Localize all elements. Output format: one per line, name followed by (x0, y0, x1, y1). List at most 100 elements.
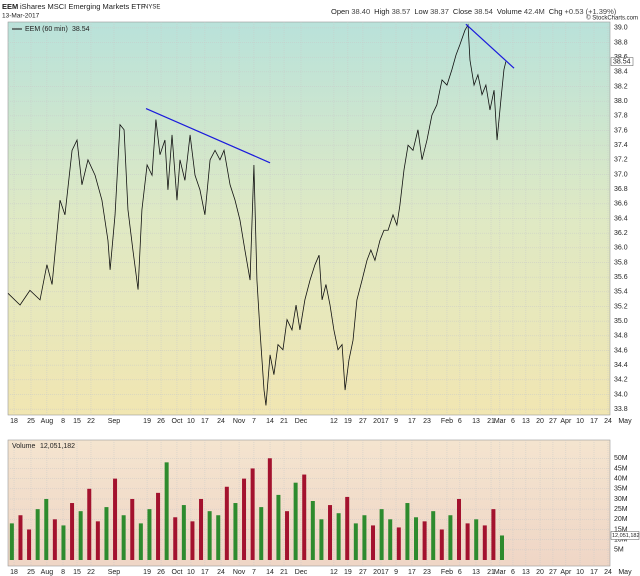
x-tick-label: Aug (41, 418, 54, 425)
current-volume: 12,051,182 (612, 533, 640, 539)
quote-value: +0.53 (+1.39%) (565, 7, 617, 16)
price-line (7, 23, 507, 406)
y-tick-label: 37.8 (614, 113, 628, 120)
volume-bar (422, 521, 427, 560)
x-tick-label: Mar (494, 418, 507, 425)
x-tick-label: 21 (280, 569, 288, 576)
y-tick-label: 30M (614, 496, 628, 503)
volume-bar (95, 521, 100, 560)
symbol: EEM (2, 2, 18, 11)
x-tick-label: Dec (295, 569, 308, 576)
x-tick-label: 23 (423, 418, 431, 425)
x-tick-label: Mar (494, 569, 507, 576)
volume-bar (9, 523, 14, 560)
volume-bar (353, 523, 358, 560)
volume-bar (319, 519, 324, 560)
y-tick-label: 36.2 (614, 230, 628, 237)
x-tick-label: 19 (143, 418, 151, 425)
x-tick-label: 20 (536, 569, 544, 576)
quote-value: 42.4M (524, 7, 545, 16)
x-tick-label: 10 (576, 418, 584, 425)
volume-bar (474, 519, 479, 560)
volume-bar (190, 521, 195, 560)
quote-value: 38.57 (392, 7, 411, 16)
volume-bar (345, 496, 350, 560)
volume-bar (465, 523, 470, 560)
volume-bar (242, 478, 247, 560)
x-tick-label: Apr (560, 418, 572, 425)
x-tick-label: Oct (172, 418, 183, 425)
volume-bar (302, 474, 307, 560)
volume-bar (70, 503, 75, 560)
y-tick-label: 37.0 (614, 171, 628, 178)
volume-bar (207, 511, 212, 560)
volume-bar (250, 468, 255, 560)
x-tick-label: 2017 (373, 569, 389, 576)
x-tick-label: 24 (217, 418, 225, 425)
x-tick-label: 25 (27, 418, 35, 425)
volume-bar (61, 525, 66, 560)
y-tick-label: 39.0 (614, 25, 628, 32)
x-tick-label: 10 (187, 569, 195, 576)
volume-bar (121, 515, 126, 560)
volume-bar (224, 486, 229, 560)
y-tick-label: 35.2 (614, 303, 628, 310)
y-tick-label: 25M (614, 506, 628, 513)
x-tick-label: 27 (359, 418, 367, 425)
volume-bar (328, 505, 333, 560)
current-volume-box (610, 531, 640, 540)
y-tick-label: 37.2 (614, 157, 628, 164)
x-tick-label: 8 (61, 418, 65, 425)
x-tick-label: Oct (172, 569, 183, 576)
volume-bar (293, 482, 298, 560)
y-tick-label: 34.8 (614, 333, 628, 340)
y-tick-label: 38.2 (614, 83, 628, 90)
volume-bar (27, 529, 32, 560)
x-tick-label: 26 (157, 569, 165, 576)
x-tick-label: Sep (108, 418, 121, 425)
volume-bar (216, 515, 221, 560)
volume-bar (276, 494, 281, 560)
quote-label: Volume (497, 7, 522, 16)
volume-bar (267, 458, 272, 560)
y-tick-label: 35.0 (614, 318, 628, 325)
y-tick-label: 33.8 (614, 406, 628, 413)
quote-label: Open (331, 7, 349, 16)
volume-legend-value: 12,051,182 (40, 443, 75, 450)
x-tick-label: 13 (522, 569, 530, 576)
y-tick-label: 37.6 (614, 127, 628, 134)
date: 13-Mar-2017 (2, 13, 40, 20)
y-tick-label: 35.4 (614, 289, 628, 296)
volume-bar (336, 513, 341, 560)
volume-bar (371, 525, 376, 560)
x-tick-label: 10 (187, 418, 195, 425)
y-tick-label: 40M (614, 475, 628, 482)
volume-bar (310, 501, 315, 560)
x-tick-label: 23 (423, 569, 431, 576)
x-tick-label: Sep (108, 569, 121, 576)
x-tick-label: Feb (441, 569, 453, 576)
volume-bar (233, 503, 238, 560)
volume-bar (259, 507, 264, 560)
legend-label: EEM (60 min) (25, 26, 68, 33)
x-tick-label: Dec (295, 418, 308, 425)
last-value-box (610, 57, 634, 66)
quote-value: 38.54 (474, 7, 493, 16)
quote-label: High (374, 7, 389, 16)
volume-bar (439, 529, 444, 560)
x-tick-label: May (618, 569, 632, 576)
legend-value: 38.54 (72, 26, 90, 33)
x-tick-label: Nov (233, 569, 246, 576)
x-tick-label: 17 (201, 569, 209, 576)
x-tick-label: 27 (549, 569, 557, 576)
x-tick-label: 27 (359, 569, 367, 576)
y-tick-label: 35.6 (614, 274, 628, 281)
x-tick-label: Nov (233, 418, 246, 425)
x-tick-label: 21 (487, 569, 495, 576)
y-tick-label: 35.8 (614, 259, 628, 266)
y-tick-label: 38.4 (614, 69, 628, 76)
y-tick-label: 37.4 (614, 142, 628, 149)
y-tick-label: 34.0 (614, 391, 628, 398)
volume-bar (18, 515, 23, 560)
x-tick-label: 22 (87, 569, 95, 576)
